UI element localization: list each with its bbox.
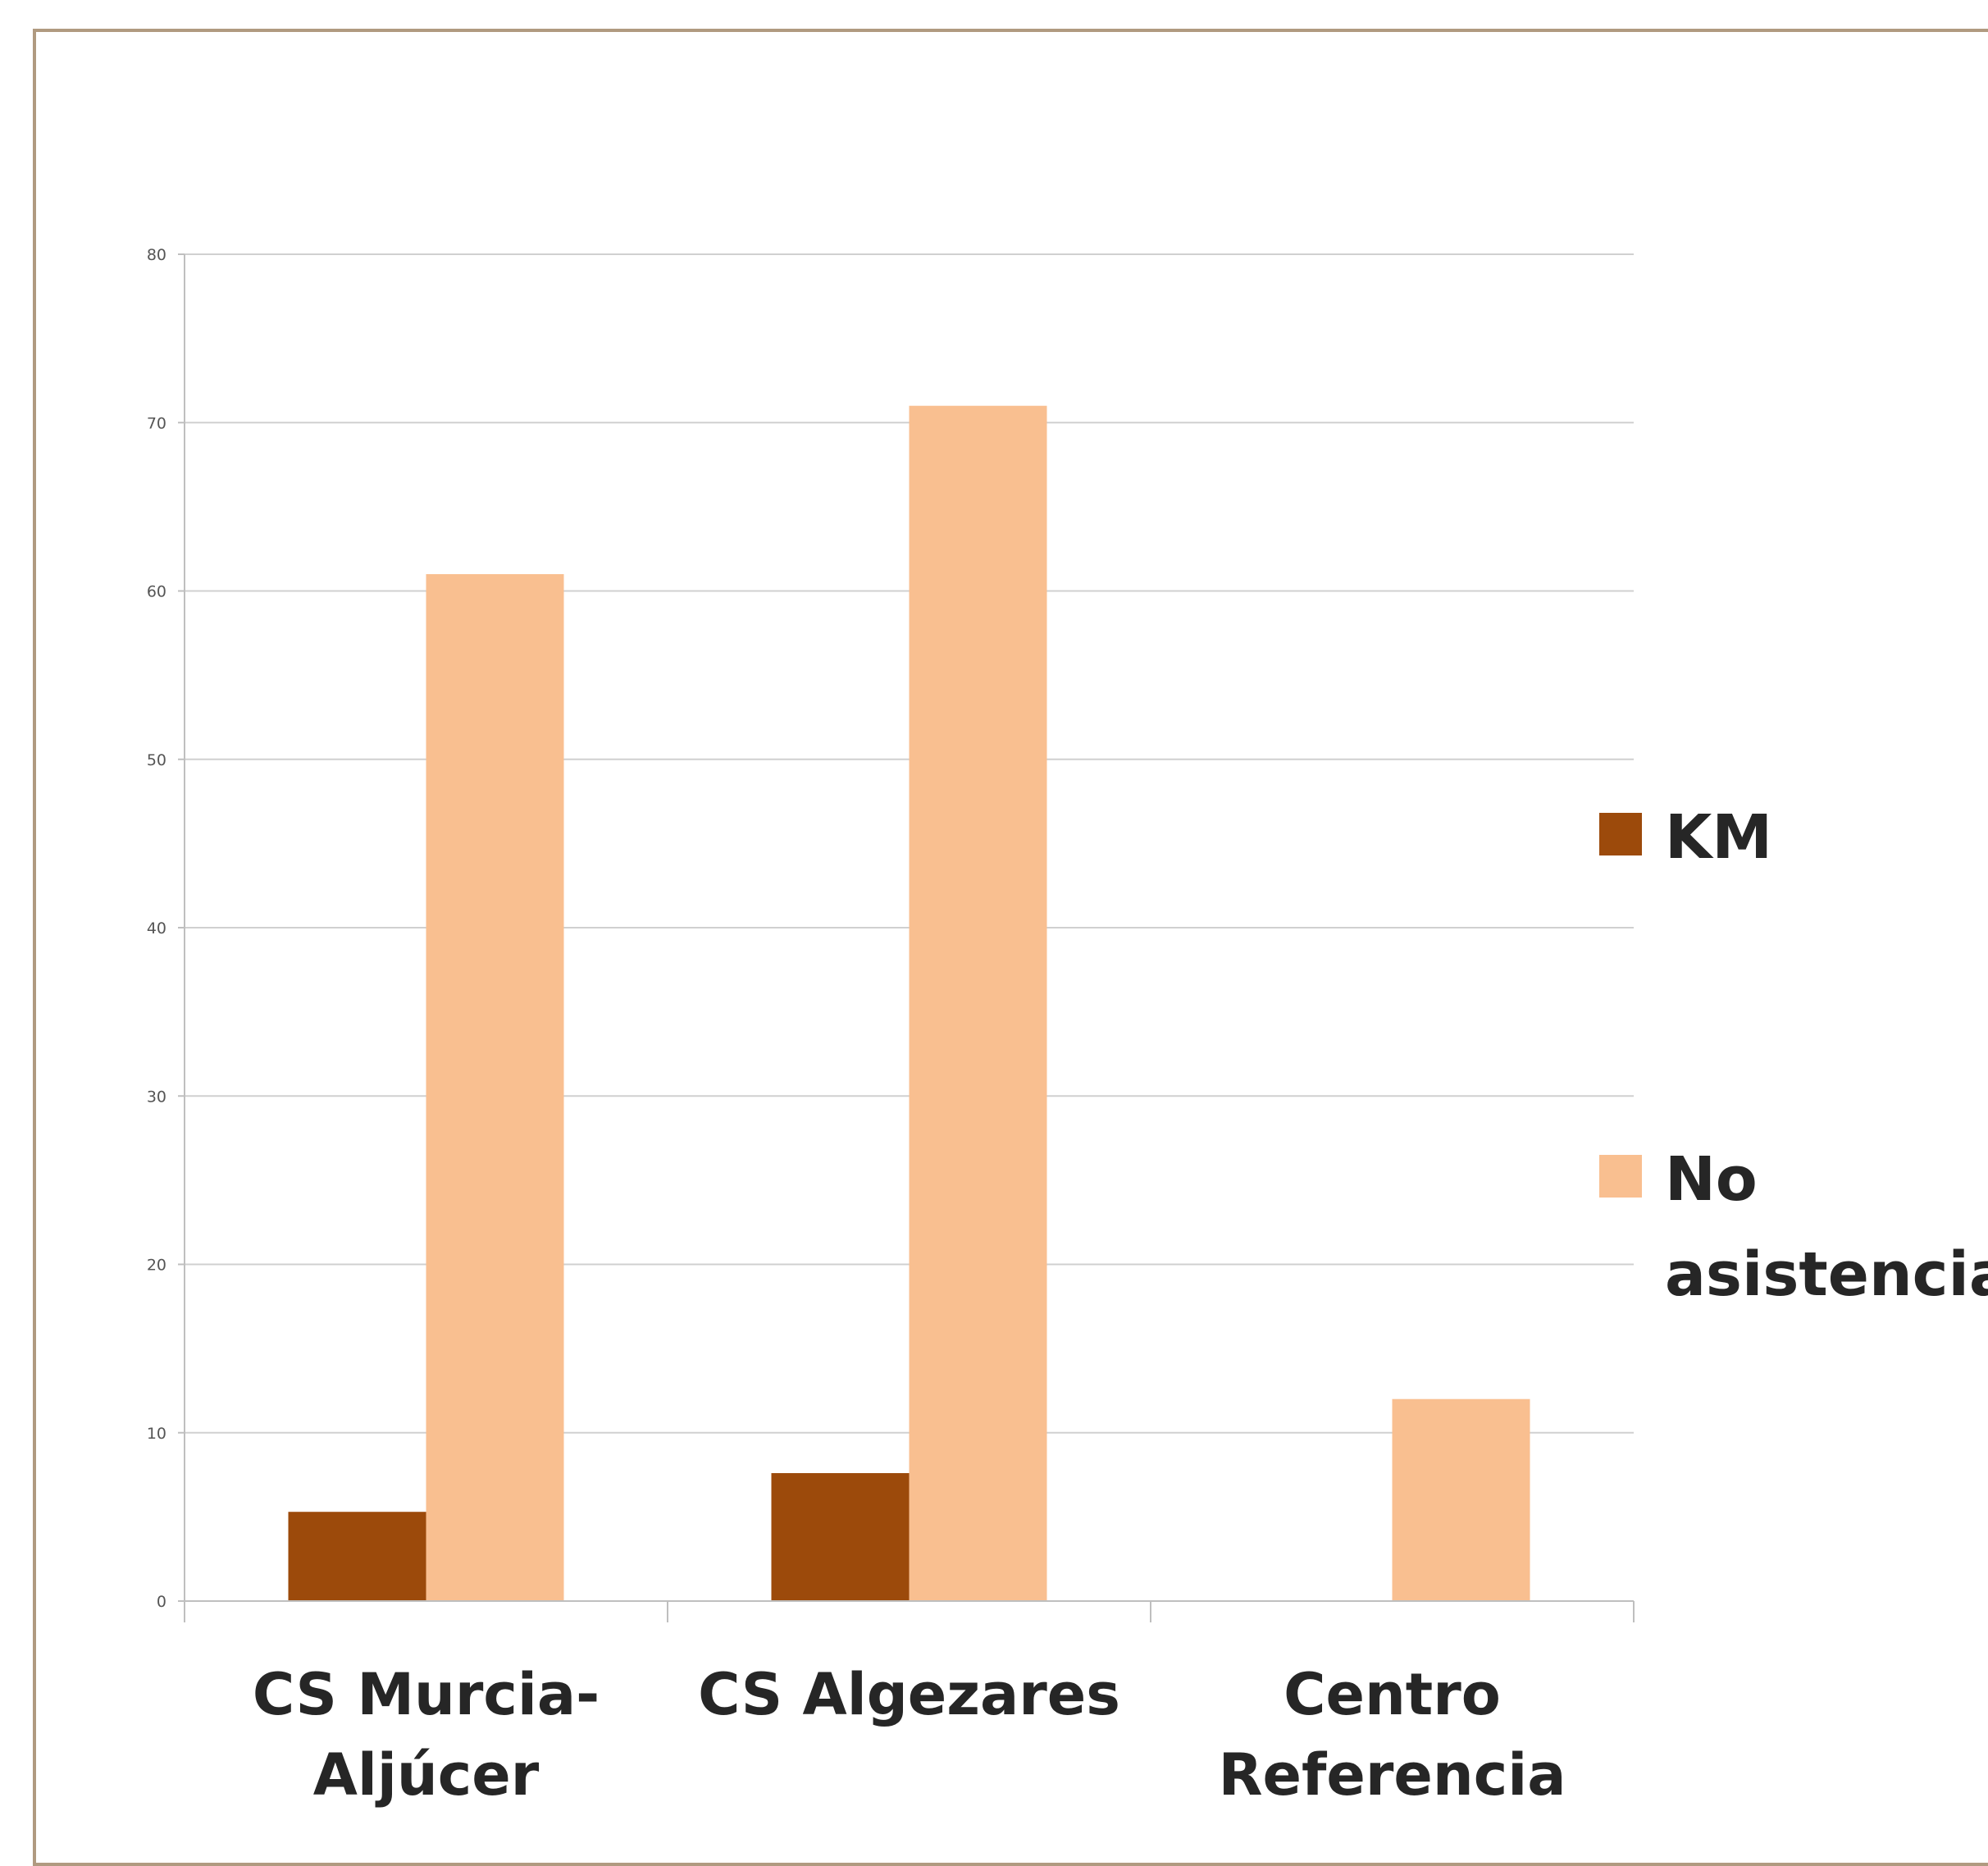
legend-label-km: KM (1665, 802, 1772, 873)
y-tick-label-20: 20 (147, 1257, 166, 1275)
axes (178, 253, 1635, 1622)
y-tick-label-70: 70 (147, 414, 166, 432)
bar-chart: 0 10 20 30 40 50 60 70 80 CS Murcia-Aljúcer CS Al… (147, 246, 1988, 1809)
y-tick-label-60: 60 (147, 583, 166, 601)
bar-no-asistencia-0 (426, 573, 564, 1601)
x-category-label-2: Centro Referencia (1219, 1661, 1566, 1809)
legend-label-no-asistencia: No asistencia (1665, 1144, 1988, 1310)
y-tick-label-0: 0 (157, 1593, 166, 1611)
y-tick-label-50: 50 (147, 751, 166, 769)
y-tick-label-40: 40 (147, 919, 166, 938)
x-category-label-1: CS Algezares (698, 1661, 1120, 1728)
bar-km-1 (771, 1473, 910, 1601)
x-category-label-0: CS Murcia-Aljúcer (253, 1661, 600, 1809)
y-tick-label-30: 30 (147, 1088, 166, 1106)
bar-km-0 (288, 1512, 426, 1601)
bar-no-asistencia-2 (1392, 1398, 1530, 1601)
legend-swatch-km (1599, 813, 1642, 855)
legend-swatch-no-asistencia (1599, 1155, 1642, 1198)
legend: KM No asistencia (1599, 802, 1988, 1310)
y-tick-label-10: 10 (147, 1425, 166, 1443)
bar-no-asistencia-1 (909, 405, 1047, 1602)
x-category-labels: CS Murcia-Aljúcer CS Algezares Centro Refer… (253, 1661, 1566, 1809)
y-tick-label-80: 80 (147, 246, 166, 264)
y-tick-labels: 0 10 20 30 40 50 60 70 80 (147, 246, 166, 1611)
bars (288, 405, 1530, 1602)
